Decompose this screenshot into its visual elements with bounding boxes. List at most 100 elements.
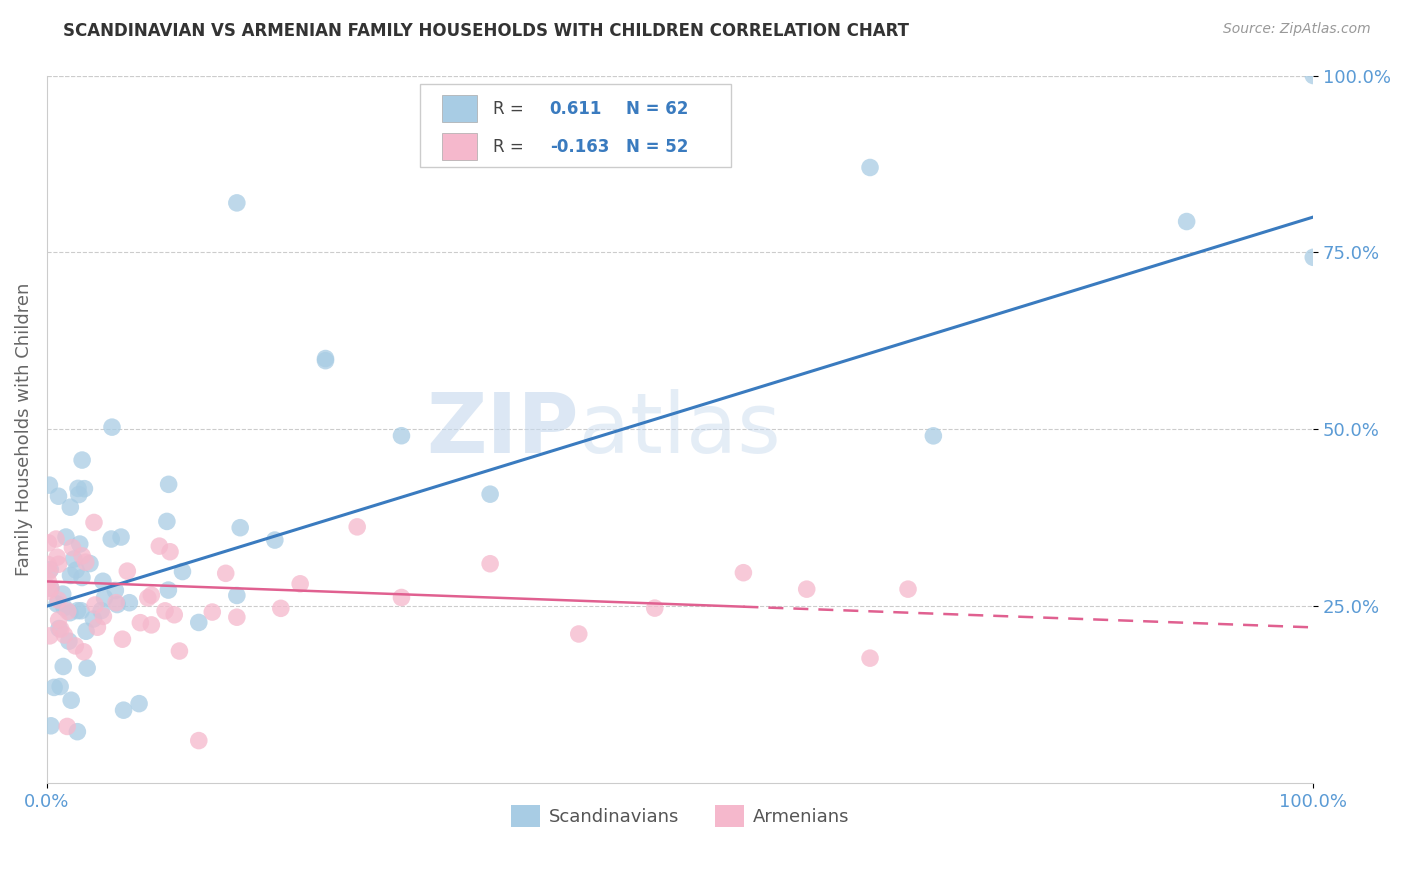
Point bbox=[101, 420, 124, 434]
Point bbox=[84, 598, 107, 612]
Point bbox=[100, 532, 122, 546]
Point bbox=[66, 604, 89, 618]
Point bbox=[163, 607, 186, 622]
Point bbox=[38, 629, 60, 643]
Point bbox=[46, 593, 69, 607]
Point bbox=[169, 644, 191, 658]
Point bbox=[229, 521, 252, 535]
Point bbox=[58, 634, 80, 648]
Point bbox=[391, 428, 413, 442]
Point bbox=[859, 651, 882, 665]
Point bbox=[187, 733, 209, 747]
Point bbox=[1302, 250, 1324, 264]
FancyBboxPatch shape bbox=[441, 133, 478, 160]
Point bbox=[90, 604, 112, 618]
Point bbox=[70, 570, 93, 584]
Point bbox=[52, 659, 75, 673]
Point bbox=[128, 697, 150, 711]
Point bbox=[67, 487, 90, 501]
Text: R =: R = bbox=[492, 138, 523, 156]
Point bbox=[141, 588, 163, 602]
Point bbox=[38, 478, 60, 492]
Point bbox=[111, 632, 134, 647]
Point bbox=[270, 601, 292, 615]
Point bbox=[73, 482, 96, 496]
Point bbox=[65, 639, 87, 653]
Point bbox=[66, 724, 89, 739]
Point bbox=[63, 552, 86, 566]
Point bbox=[796, 582, 818, 596]
Point bbox=[46, 550, 69, 565]
Point bbox=[39, 563, 62, 577]
Point bbox=[83, 516, 105, 530]
Point bbox=[59, 500, 82, 515]
Text: 0.611: 0.611 bbox=[550, 100, 602, 118]
Point bbox=[39, 581, 62, 595]
Point bbox=[156, 515, 179, 529]
Point bbox=[55, 530, 77, 544]
Point bbox=[79, 557, 101, 571]
Point bbox=[73, 645, 96, 659]
Point bbox=[49, 622, 72, 636]
Text: atlas: atlas bbox=[579, 389, 780, 470]
Point bbox=[59, 606, 82, 620]
Text: ZIP: ZIP bbox=[426, 389, 579, 470]
Point bbox=[53, 628, 76, 642]
Point bbox=[49, 680, 72, 694]
Point bbox=[110, 530, 132, 544]
Point bbox=[346, 520, 368, 534]
Point bbox=[644, 601, 666, 615]
Point bbox=[148, 539, 170, 553]
Point bbox=[56, 719, 79, 733]
Point bbox=[48, 489, 70, 503]
Point bbox=[48, 613, 70, 627]
Text: Source: ZipAtlas.com: Source: ZipAtlas.com bbox=[1223, 22, 1371, 37]
Point bbox=[48, 622, 70, 636]
Point bbox=[568, 627, 591, 641]
Point bbox=[187, 615, 209, 630]
Point bbox=[105, 598, 128, 612]
Point bbox=[70, 453, 93, 467]
Point bbox=[91, 574, 114, 589]
Point bbox=[37, 536, 59, 550]
Point bbox=[70, 604, 93, 618]
Point bbox=[70, 549, 93, 563]
Point bbox=[93, 591, 115, 605]
Point bbox=[118, 596, 141, 610]
Point bbox=[263, 533, 285, 547]
Point bbox=[52, 587, 75, 601]
Point bbox=[104, 583, 127, 598]
Point bbox=[225, 589, 247, 603]
Point bbox=[288, 576, 311, 591]
Point bbox=[39, 719, 62, 733]
Point bbox=[65, 563, 87, 577]
FancyBboxPatch shape bbox=[420, 84, 731, 168]
Y-axis label: Family Households with Children: Family Households with Children bbox=[15, 283, 32, 576]
Point bbox=[117, 564, 139, 578]
Point bbox=[60, 693, 83, 707]
Point bbox=[922, 429, 945, 443]
Point bbox=[157, 477, 180, 491]
Text: N = 62: N = 62 bbox=[626, 100, 688, 118]
Point bbox=[56, 604, 79, 618]
Point bbox=[93, 609, 115, 624]
Point bbox=[733, 566, 755, 580]
Point bbox=[105, 596, 128, 610]
Point bbox=[391, 591, 413, 605]
Point bbox=[75, 624, 97, 639]
Text: SCANDINAVIAN VS ARMENIAN FAMILY HOUSEHOLDS WITH CHILDREN CORRELATION CHART: SCANDINAVIAN VS ARMENIAN FAMILY HOUSEHOL… bbox=[63, 22, 910, 40]
Point bbox=[1302, 69, 1324, 83]
Point bbox=[112, 703, 135, 717]
Point bbox=[38, 584, 60, 599]
Point bbox=[37, 574, 59, 588]
Point bbox=[42, 681, 65, 695]
Point bbox=[37, 558, 59, 572]
Point bbox=[215, 566, 238, 581]
Text: N = 52: N = 52 bbox=[626, 138, 688, 156]
FancyBboxPatch shape bbox=[441, 95, 478, 121]
Point bbox=[172, 565, 194, 579]
Point bbox=[66, 482, 89, 496]
Point bbox=[86, 620, 108, 634]
Point bbox=[75, 555, 97, 569]
Point bbox=[69, 537, 91, 551]
